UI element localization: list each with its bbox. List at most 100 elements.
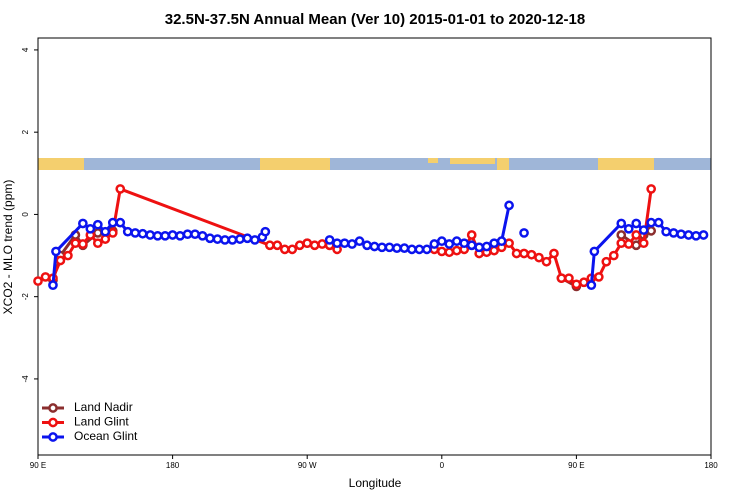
point <box>564 273 574 284</box>
point <box>264 240 275 251</box>
y-tick-label: -4 <box>21 375 30 383</box>
chart-title: 32.5N-37.5N Annual Mean (Ver 10) 2015-01… <box>165 11 585 28</box>
point <box>220 235 230 245</box>
point <box>436 236 447 247</box>
legend-swatch-point <box>48 403 58 413</box>
point <box>362 240 372 251</box>
point <box>78 239 88 249</box>
point <box>519 228 529 238</box>
point <box>676 229 686 240</box>
point <box>85 223 96 234</box>
x-tick-label: 180 <box>166 461 180 470</box>
y-tick-label: 0 <box>21 212 30 217</box>
point <box>444 239 455 249</box>
point <box>40 272 51 282</box>
point <box>466 240 477 251</box>
point <box>152 230 163 241</box>
point <box>571 279 582 290</box>
point <box>107 228 118 238</box>
point <box>92 238 103 249</box>
legend-label: Ocean Glint <box>74 429 138 443</box>
point <box>638 225 649 235</box>
point <box>369 241 380 252</box>
point <box>115 184 126 194</box>
legend-swatch-point <box>48 432 58 442</box>
x-axis-label: Longitude <box>349 476 402 490</box>
point <box>504 200 514 211</box>
point <box>623 239 634 249</box>
point <box>250 235 260 245</box>
y-tick-label: 4 <box>21 47 30 52</box>
point <box>661 226 671 237</box>
point <box>474 242 485 253</box>
point <box>407 244 417 255</box>
point <box>623 223 634 234</box>
point <box>33 276 43 286</box>
x-tick-label: 90 E <box>568 461 584 470</box>
point <box>100 234 111 244</box>
point <box>541 256 552 267</box>
point <box>451 245 462 256</box>
point <box>653 217 664 228</box>
y-axis-label: XCO2 - MLO trend (ppm) <box>1 180 15 315</box>
point <box>631 230 642 240</box>
point <box>436 246 447 257</box>
x-tick-label: 90 W <box>298 461 317 470</box>
point <box>324 235 335 245</box>
point <box>100 226 111 237</box>
point <box>384 242 395 253</box>
point <box>526 249 537 260</box>
legend-swatch-point <box>48 417 58 428</box>
point <box>414 244 425 255</box>
point <box>317 239 328 249</box>
point <box>70 238 81 249</box>
point <box>260 226 271 237</box>
point <box>646 217 657 228</box>
point <box>55 255 66 266</box>
point <box>377 242 387 253</box>
point <box>616 238 627 249</box>
point <box>51 246 61 257</box>
point <box>489 238 499 249</box>
point <box>631 218 642 229</box>
point <box>339 238 350 249</box>
point <box>354 236 365 247</box>
point <box>302 238 313 249</box>
point <box>519 248 529 259</box>
point <box>205 233 215 244</box>
land-ocean-band <box>38 158 711 170</box>
point <box>579 277 589 288</box>
point <box>347 239 357 249</box>
x-tick-label: 90 E <box>30 461 46 470</box>
point <box>534 252 544 263</box>
y-tick-label: 2 <box>21 129 30 134</box>
point <box>601 256 612 267</box>
point <box>242 233 253 244</box>
point <box>459 238 470 249</box>
point <box>130 228 141 238</box>
point <box>608 250 619 261</box>
point <box>549 248 559 259</box>
point <box>287 244 298 255</box>
point <box>197 230 208 241</box>
point <box>115 217 126 228</box>
x-tick-label: 180 <box>704 461 718 470</box>
point <box>78 218 88 229</box>
point <box>646 226 657 236</box>
point <box>48 280 58 291</box>
point <box>668 228 679 238</box>
point <box>92 219 103 230</box>
point <box>63 250 73 261</box>
point <box>175 230 185 241</box>
point <box>631 240 642 251</box>
point <box>137 228 148 239</box>
point <box>309 240 320 251</box>
point <box>616 230 627 240</box>
point <box>586 280 597 291</box>
point <box>272 240 283 251</box>
point <box>646 184 657 194</box>
point <box>332 238 342 249</box>
point <box>683 230 694 240</box>
